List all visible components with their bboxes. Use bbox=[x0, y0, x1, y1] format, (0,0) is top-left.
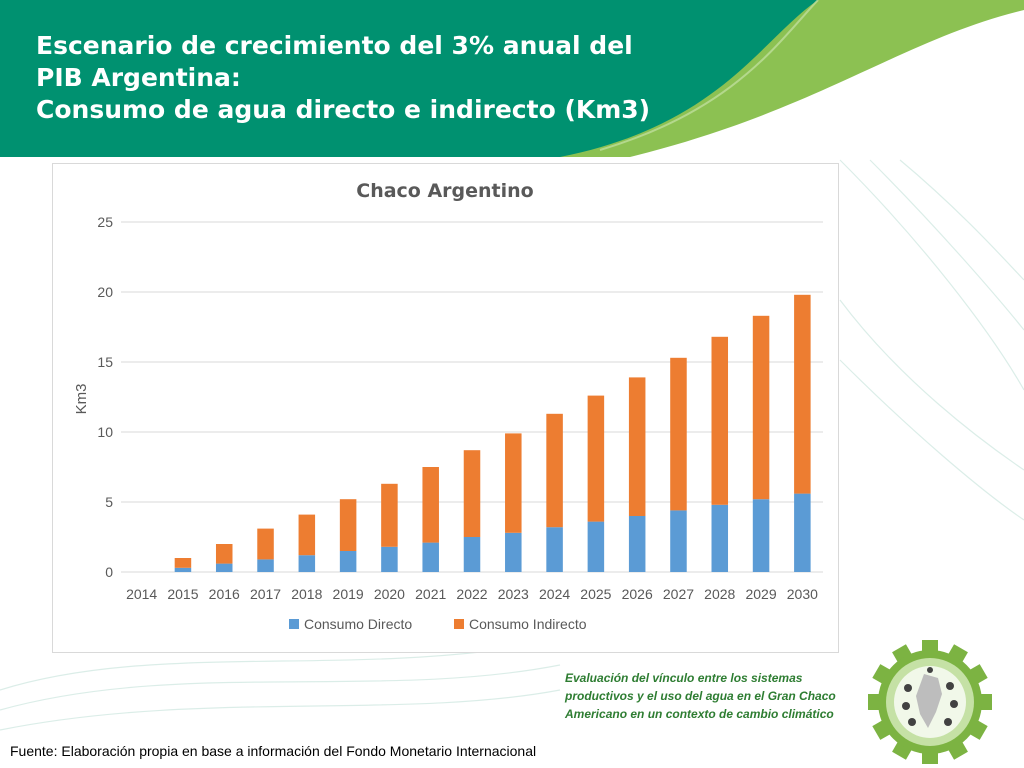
bar-segment-directo bbox=[711, 504, 729, 572]
bar-segment-directo bbox=[546, 527, 563, 572]
bar-segment-directo bbox=[381, 546, 398, 572]
header-band bbox=[0, 0, 818, 157]
x-tick-label: 2026 bbox=[622, 586, 653, 602]
bar-segment-directo bbox=[463, 537, 481, 572]
bar-segment-indirecto bbox=[463, 450, 481, 537]
bar-segment-directo bbox=[257, 559, 274, 572]
bar-segment-indirecto bbox=[381, 483, 398, 547]
map-shape-icon bbox=[916, 674, 942, 728]
legend-swatch bbox=[454, 619, 464, 629]
x-tick-label: 2019 bbox=[333, 586, 364, 602]
slide-title-line-3: Consumo de agua directo e indirecto (Km3… bbox=[36, 95, 651, 124]
bar-segment-directo bbox=[628, 516, 646, 572]
project-description-line-3: Americano en un contexto de cambio climá… bbox=[565, 707, 834, 721]
legend-swatch bbox=[289, 619, 299, 629]
chart-container: Chaco Argentino Km3 0 5 10 15 20 25 2014 2015 2… bbox=[52, 163, 839, 653]
y-tick-label: 20 bbox=[97, 284, 113, 300]
chart-legend: Consumo Directo Consumo Indirecto bbox=[289, 616, 587, 632]
bar-segment-directo bbox=[794, 493, 811, 572]
project-logo-gear bbox=[868, 640, 992, 764]
bar-segment-indirecto bbox=[174, 558, 192, 568]
bar-segment-indirecto bbox=[670, 357, 687, 511]
bar-segment-indirecto bbox=[339, 499, 357, 551]
x-tick-label: 2024 bbox=[539, 586, 570, 602]
project-description-line-2: productivos y el uso del agua en el Gran… bbox=[565, 689, 836, 703]
y-tick-label: 5 bbox=[105, 494, 113, 510]
x-tick-label: 2021 bbox=[415, 586, 446, 602]
bar-segment-indirecto bbox=[587, 395, 605, 522]
x-tick-label: 2016 bbox=[209, 586, 240, 602]
bar-segment-directo bbox=[670, 510, 687, 572]
bar-segment-directo bbox=[298, 555, 316, 572]
bar-segment-indirecto bbox=[505, 433, 522, 533]
legend-label: Consumo Directo bbox=[304, 616, 412, 632]
bar-segment-directo bbox=[215, 563, 233, 572]
bar-segment-indirecto bbox=[422, 467, 439, 543]
slide-title: Escenario de crecimiento del 3% anual de… bbox=[36, 30, 650, 126]
y-tick-label: 25 bbox=[97, 214, 113, 230]
y-tick-label: 10 bbox=[97, 424, 113, 440]
source-note: Fuente: Elaboración propia en base a inf… bbox=[10, 743, 537, 759]
x-tick-label: 2030 bbox=[787, 586, 818, 602]
project-description: Evaluación del vínculo entre los sistema… bbox=[565, 669, 865, 723]
header-wave-highlight bbox=[599, 0, 819, 151]
y-tick-label: 15 bbox=[97, 354, 113, 370]
project-description-line-1: Evaluación del vínculo entre los sistema… bbox=[565, 671, 803, 685]
bar-segment-directo bbox=[339, 551, 357, 572]
x-tick-label: 2025 bbox=[580, 586, 611, 602]
bar-segment-indirecto bbox=[215, 544, 233, 564]
bar-segment-directo bbox=[587, 521, 605, 572]
chart-title: Chaco Argentino bbox=[356, 180, 534, 202]
y-axis-label: Km3 bbox=[73, 384, 90, 415]
legend-label: Consumo Indirecto bbox=[469, 616, 587, 632]
bar-segment-indirecto bbox=[794, 294, 811, 494]
x-tick-label: 2027 bbox=[663, 586, 694, 602]
x-tick-label: 2022 bbox=[456, 586, 487, 602]
slide-title-line-1: Escenario de crecimiento del 3% anual de… bbox=[36, 31, 633, 60]
x-tick-label: 2014 bbox=[126, 586, 157, 602]
bar-segment-directo bbox=[505, 532, 522, 572]
slide-title-line-2: PIB Argentina: bbox=[36, 63, 241, 92]
bar-segment-directo bbox=[752, 499, 770, 572]
bar-segment-indirecto bbox=[298, 514, 316, 556]
x-tick-label: 2017 bbox=[250, 586, 281, 602]
x-tick-label: 2020 bbox=[374, 586, 405, 602]
x-tick-label: 2023 bbox=[498, 586, 529, 602]
x-tick-label: 2028 bbox=[704, 586, 735, 602]
x-tick-label: 2018 bbox=[291, 586, 322, 602]
x-tick-label: 2029 bbox=[745, 586, 776, 602]
bar-segment-indirecto bbox=[711, 336, 729, 505]
bar-segment-directo bbox=[422, 542, 439, 572]
y-tick-label: 0 bbox=[105, 564, 113, 580]
bar-segment-indirecto bbox=[628, 377, 646, 516]
x-tick-label: 2015 bbox=[167, 586, 198, 602]
bar-segment-directo bbox=[174, 567, 192, 572]
bar-segment-indirecto bbox=[752, 315, 770, 500]
bar-segment-indirecto bbox=[257, 528, 274, 560]
bar-segment-indirecto bbox=[546, 413, 563, 528]
